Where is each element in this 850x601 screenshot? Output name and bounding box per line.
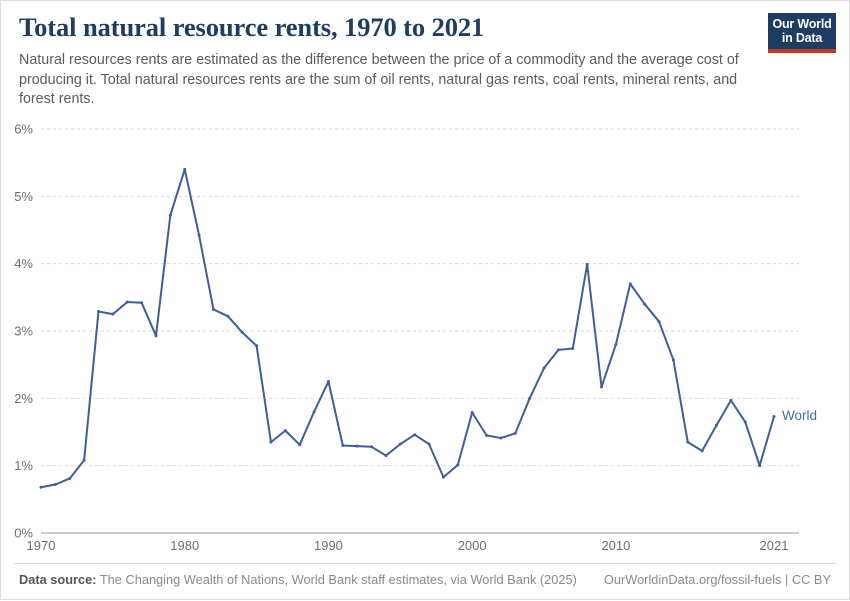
attribution-link[interactable]: OurWorldinData.org/fossil-fuels | CC BY [603,571,831,587]
series-data-point [283,429,287,433]
series-data-point [499,436,503,440]
series-data-point [370,445,374,449]
series-data-point [556,348,560,352]
series-data-point [528,396,532,400]
series-data-point [772,415,776,419]
series-data-point [384,454,388,458]
page-title: Total natural resource rents, 1970 to 20… [19,12,485,42]
data-source-text: The Changing Wealth of Nations, World Ba… [99,571,577,587]
series-legend-label: World [782,408,817,423]
y-axis-tick-label: 1% [14,458,33,473]
series-data-point [154,334,158,338]
series-data-point [427,442,431,446]
y-axis-tick-label: 0% [14,526,33,541]
x-axis-tick-label: 2021 [760,538,789,553]
x-axis-ticks: 1970 1980 1990 2000 2010 2021 [27,538,789,553]
series-data-point [53,483,57,487]
series-data-point [269,440,273,444]
owid-logo-line2: in Data [781,31,823,45]
series-data-point [197,233,201,237]
series-data-point [183,167,187,171]
y-axis-tick-label: 2% [14,391,33,406]
y-axis-tick-label: 3% [14,324,33,339]
series-data-point [82,458,86,462]
series-data-point [441,475,445,479]
footer-divider [14,563,836,564]
series-data-point [341,443,345,447]
series-data-point [413,433,417,437]
chart-subtitle: Natural resources rents are estimated as… [19,52,739,108]
chart-footer: Data source: The Changing Wealth of Nati… [19,570,831,588]
series-data-point [39,485,43,489]
series-data-point [226,314,230,318]
series-data-point [485,433,489,437]
y-axis-tick-label: 4% [14,256,33,271]
series-data-point [398,442,402,446]
x-axis-tick-label: 2000 [458,538,487,553]
series-data-point [657,320,661,324]
series-data-point [298,443,302,447]
series-data-point [168,213,172,217]
series-data-point [628,282,632,286]
owid-logo-line1: Our World [772,17,832,31]
series-data-point [585,262,589,266]
series-data-point [700,449,704,453]
series-data-point [211,307,215,311]
series-data-point [470,410,474,414]
series-data-point [68,476,72,480]
x-axis-tick-label: 2010 [601,538,630,553]
series-line [40,168,775,489]
series-data-point [355,444,359,448]
series-data-point [125,300,129,304]
series-data-point [643,302,647,306]
y-axis-tick-label: 6% [14,122,33,137]
owid-logo[interactable]: Our World in Data [768,13,836,53]
data-series-world: World [39,167,817,489]
y-axis-tick-label: 5% [14,189,33,204]
data-source-label: Data source: [19,571,97,587]
series-data-point [513,431,517,435]
y-gridlines: 0% 1% 2% 3% 4% 5% 6% [14,122,799,541]
x-axis-tick-label: 1980 [170,538,199,553]
series-data-point [571,347,575,351]
data-source: Data source: The Changing Wealth of Nati… [19,572,577,587]
series-data-point [111,312,115,316]
series-data-point [312,410,316,414]
series-data-point [140,301,144,305]
series-data-point [743,420,747,424]
x-axis-tick-label: 1970 [27,538,56,553]
series-data-point [758,464,762,468]
x-axis-tick-label: 1990 [314,538,343,553]
series-data-point [715,423,719,427]
series-data-point [326,380,330,383]
series-data-point [600,385,604,389]
series-data-point [614,342,618,346]
series-data-point [456,463,460,467]
series-data-point [240,330,244,334]
series-data-point [96,309,100,313]
series-data-point [686,440,690,444]
series-data-point [255,344,259,348]
chart-header: Total natural resource rents, 1970 to 20… [19,12,759,110]
series-data-point [729,398,733,402]
series-data-point [542,366,546,370]
series-data-point [671,358,675,362]
